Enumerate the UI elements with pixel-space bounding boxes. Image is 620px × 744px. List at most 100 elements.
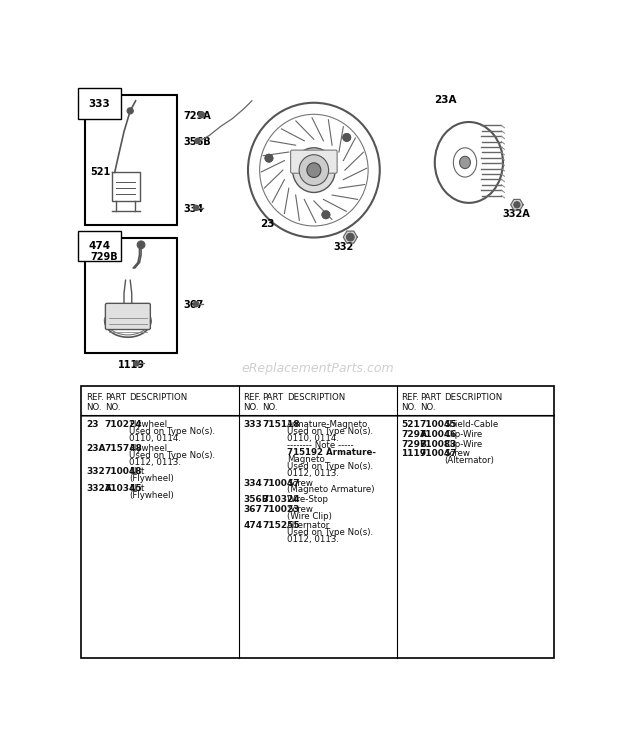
Text: 710083: 710083 — [420, 440, 457, 449]
Text: 334: 334 — [183, 204, 203, 214]
Text: 521: 521 — [90, 167, 110, 177]
Text: (Magneto Armature): (Magneto Armature) — [287, 485, 374, 495]
Text: 367: 367 — [244, 504, 262, 513]
Circle shape — [514, 202, 520, 208]
Circle shape — [347, 234, 354, 241]
Text: Flywheel: Flywheel — [130, 444, 167, 453]
Text: Used on Type No(s).: Used on Type No(s). — [130, 427, 216, 436]
Text: 715748: 715748 — [105, 444, 143, 453]
Text: 332: 332 — [86, 467, 105, 476]
Text: NO.: NO. — [244, 403, 259, 411]
Ellipse shape — [307, 163, 321, 178]
Text: NO.: NO. — [105, 403, 120, 411]
Text: 356B: 356B — [183, 137, 211, 147]
Circle shape — [193, 205, 199, 211]
Text: Clip-Wire: Clip-Wire — [445, 440, 483, 449]
Text: 710224: 710224 — [105, 420, 142, 429]
Text: eReplacementParts.com: eReplacementParts.com — [241, 362, 394, 374]
Ellipse shape — [459, 156, 471, 169]
Circle shape — [193, 301, 199, 307]
Text: (Flywheel): (Flywheel) — [130, 474, 174, 484]
Polygon shape — [511, 199, 523, 210]
Text: -------- Note -----: -------- Note ----- — [287, 441, 353, 450]
Text: Nut: Nut — [130, 467, 145, 476]
Text: (Flywheel): (Flywheel) — [130, 491, 174, 500]
Text: REF.: REF. — [244, 394, 262, 403]
Circle shape — [322, 211, 330, 219]
Text: 23: 23 — [86, 420, 99, 429]
Text: Used on Type No(s).: Used on Type No(s). — [287, 462, 373, 471]
Text: 710045: 710045 — [420, 420, 458, 429]
Text: DESCRIPTION: DESCRIPTION — [130, 394, 188, 403]
Text: 332A: 332A — [86, 484, 112, 493]
Text: NO.: NO. — [86, 403, 102, 411]
Text: 710047: 710047 — [420, 449, 458, 458]
FancyBboxPatch shape — [105, 304, 151, 330]
Text: 729A: 729A — [401, 430, 427, 439]
Polygon shape — [343, 231, 357, 243]
Text: 715255: 715255 — [262, 522, 300, 530]
Text: 710047: 710047 — [262, 478, 300, 487]
Text: PART: PART — [420, 394, 441, 403]
Text: Used on Type No(s).: Used on Type No(s). — [287, 528, 373, 537]
Text: Clip-Wire: Clip-Wire — [445, 430, 483, 439]
Text: Screw: Screw — [445, 449, 471, 458]
Text: NO.: NO. — [420, 403, 435, 411]
Circle shape — [343, 134, 351, 141]
Text: Used on Type No(s).: Used on Type No(s). — [130, 451, 216, 460]
Text: NO.: NO. — [262, 403, 278, 411]
Text: 1119: 1119 — [401, 449, 427, 458]
Text: 1119: 1119 — [118, 360, 145, 370]
Ellipse shape — [293, 148, 335, 193]
Text: 521: 521 — [401, 420, 420, 429]
Text: 715118: 715118 — [262, 420, 300, 429]
Text: REF.: REF. — [86, 394, 104, 403]
Text: 0110, 0114.: 0110, 0114. — [287, 434, 339, 443]
FancyBboxPatch shape — [291, 150, 337, 173]
Text: PART: PART — [262, 394, 283, 403]
Text: 729B: 729B — [90, 252, 118, 262]
Text: 0112, 0113.: 0112, 0113. — [130, 458, 182, 466]
Text: 710324: 710324 — [262, 495, 300, 504]
Text: 356B: 356B — [244, 495, 269, 504]
Text: 333: 333 — [88, 98, 110, 109]
Text: (Alternator): (Alternator) — [445, 456, 495, 465]
Text: 710048: 710048 — [105, 467, 142, 476]
Text: Used on Type No(s).: Used on Type No(s). — [287, 427, 373, 436]
Text: Shield-Cable: Shield-Cable — [445, 420, 499, 429]
Text: Screw: Screw — [287, 504, 313, 513]
Text: 729A: 729A — [183, 112, 211, 121]
Circle shape — [137, 241, 145, 248]
Text: 23A: 23A — [434, 95, 456, 106]
Text: Alternator: Alternator — [287, 522, 330, 530]
Ellipse shape — [299, 155, 329, 185]
Text: 332A: 332A — [502, 209, 530, 219]
Text: Armature-Magneto: Armature-Magneto — [287, 420, 368, 429]
Text: PART: PART — [105, 394, 126, 403]
Text: NO.: NO. — [401, 403, 417, 411]
Circle shape — [127, 108, 133, 114]
Text: 367: 367 — [183, 300, 203, 310]
Text: REF.: REF. — [401, 394, 419, 403]
Circle shape — [195, 138, 200, 144]
Text: 23: 23 — [260, 219, 275, 229]
Text: 23A: 23A — [86, 444, 105, 453]
Text: 332: 332 — [334, 242, 353, 252]
Text: DESCRIPTION: DESCRIPTION — [287, 394, 345, 403]
Text: (Wire Clip): (Wire Clip) — [287, 512, 332, 521]
Text: Magneto: Magneto — [287, 455, 325, 464]
Text: Nut: Nut — [130, 484, 145, 493]
Text: Flywheel: Flywheel — [130, 420, 167, 429]
Bar — [86, 95, 177, 225]
Text: Wire-Stop: Wire-Stop — [287, 495, 329, 504]
Circle shape — [134, 361, 139, 366]
Text: 474: 474 — [88, 241, 110, 251]
Bar — [81, 385, 554, 658]
Text: 729B: 729B — [401, 440, 427, 449]
Text: 710345: 710345 — [105, 484, 142, 493]
Text: 0112, 0113.: 0112, 0113. — [287, 535, 339, 544]
Bar — [86, 238, 177, 353]
Text: 710023: 710023 — [262, 504, 299, 513]
Circle shape — [198, 112, 205, 118]
Text: Screw: Screw — [287, 478, 313, 487]
